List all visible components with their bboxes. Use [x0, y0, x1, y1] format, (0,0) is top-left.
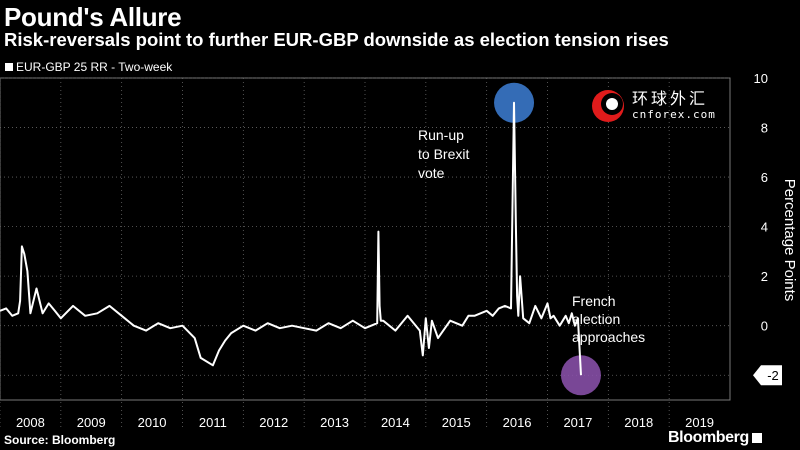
watermark-en: cnforex.com — [632, 107, 716, 121]
brand-logo: Bloomberg — [668, 429, 762, 447]
annotation-line: approaches — [572, 329, 645, 345]
annotation-line: to Brexit — [418, 146, 469, 162]
x-tick-label: 2012 — [259, 415, 288, 430]
y-axis-label: Percentage Points — [781, 179, 798, 302]
x-tick-label: 2016 — [503, 415, 532, 430]
source-note: Source: Bloomberg — [4, 433, 116, 447]
highlight-circle-french — [560, 355, 601, 396]
watermark-logo — [592, 90, 624, 122]
x-tick-label: 2019 — [685, 415, 714, 430]
annotation-line: election — [572, 311, 620, 327]
annotation-line: vote — [418, 165, 445, 181]
y-tick-label: 0 — [761, 319, 768, 334]
chart-title: Pound's Allure — [4, 2, 182, 32]
chart-subtitle: Risk-reversals point to further EUR-GBP … — [4, 29, 669, 50]
x-tick-label: 2011 — [199, 415, 227, 430]
x-tick-label: 2014 — [381, 415, 410, 430]
x-tick-label: 2009 — [77, 415, 106, 430]
x-tick-label: 2017 — [563, 415, 592, 430]
legend: EUR-GBP 25 RR - Two-week — [5, 60, 172, 74]
x-tick-label: 2013 — [320, 415, 349, 430]
y-tick-label: 10 — [754, 71, 768, 86]
x-tick-label: 2018 — [624, 415, 653, 430]
last-value-tag — [753, 365, 782, 386]
legend-swatch — [5, 63, 13, 71]
annotation-brexit: Run-up to Brexit vote — [418, 127, 469, 181]
y-tick-label: 2 — [761, 269, 768, 284]
last-value-label: -2 — [767, 368, 779, 383]
annotation-line: French — [572, 293, 616, 309]
watermark: 环球外汇 cnforex.com — [590, 88, 716, 124]
series-line — [0, 101, 582, 376]
y-tick-label: 6 — [761, 170, 768, 185]
x-tick-label: 2010 — [138, 415, 167, 430]
annotation-line: Run-up — [418, 127, 464, 143]
x-tick-label: 2015 — [442, 415, 471, 430]
brand-square-icon — [751, 433, 762, 443]
watermark-cn: 环球外汇 — [632, 89, 709, 109]
legend-label: EUR-GBP 25 RR - Two-week — [16, 60, 173, 74]
brand-text: Bloomberg — [668, 429, 749, 446]
annotation-french: French election approaches — [572, 293, 645, 345]
y-tick-label: 4 — [761, 220, 768, 235]
y-tick-label: 8 — [761, 121, 768, 136]
x-tick-label: 2008 — [16, 415, 45, 430]
